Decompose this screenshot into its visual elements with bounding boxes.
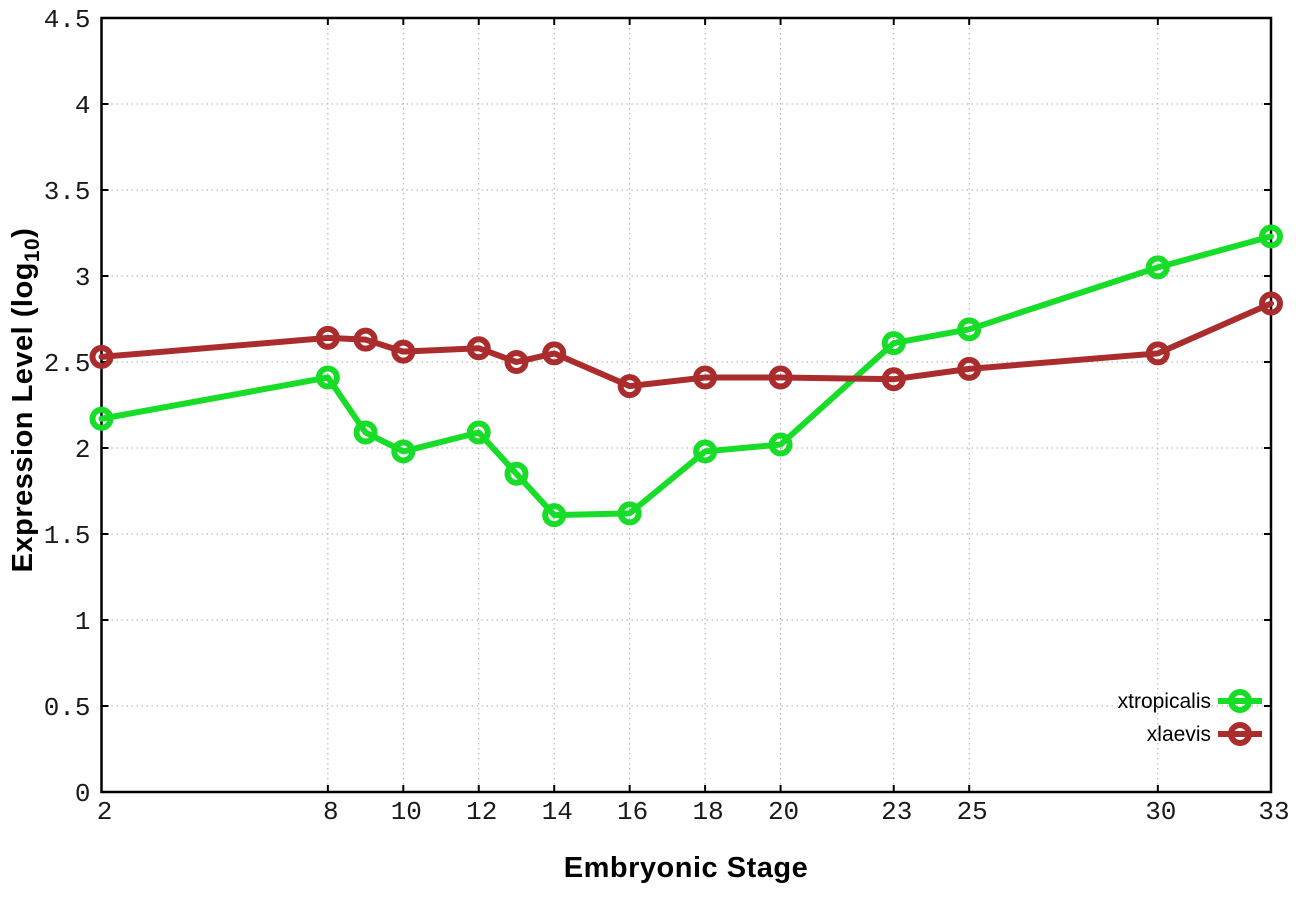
marker-xtropicalis: [315, 365, 340, 390]
y-tick-label: 3: [75, 263, 91, 293]
marker-xtropicalis: [391, 439, 416, 464]
marker-xtropicalis: [89, 406, 114, 431]
marker-xtropicalis: [1259, 224, 1283, 249]
x-tick-label: 25: [957, 797, 988, 827]
legend-label-xlaevis: xlaevis: [1147, 723, 1211, 746]
marker-xlaevis: [768, 365, 793, 390]
marker-xtropicalis: [693, 439, 718, 464]
x-tick-label: 14: [542, 797, 573, 827]
marker-xtropicalis: [881, 331, 906, 356]
y-tick-label: 2: [75, 435, 91, 465]
x-tick-label: 18: [693, 797, 724, 827]
y-axis-title-suffix: ): [7, 227, 40, 238]
x-tick-label: 10: [391, 797, 422, 827]
marker-xtropicalis: [466, 420, 491, 445]
x-tick-label: 23: [881, 797, 912, 827]
y-axis-title: Expression Level (log10): [7, 228, 45, 573]
marker-xtropicalis: [504, 461, 529, 486]
marker-xlaevis: [542, 341, 567, 366]
x-tick-label: 20: [768, 797, 799, 827]
y-tick-label: 4.5: [44, 5, 91, 35]
y-tick-label: 2.5: [44, 349, 91, 379]
marker-xlaevis: [1259, 291, 1283, 316]
marker-xlaevis: [1145, 341, 1170, 366]
marker-xtropicalis: [353, 420, 378, 445]
marker-xlaevis: [89, 344, 114, 369]
y-tick-label: 0.5: [44, 693, 91, 723]
legend-label-xtropicalis: xtropicalis: [1118, 690, 1211, 713]
legend-marker-xtropicalis: [1228, 689, 1252, 713]
plot-border: [100, 16, 1273, 794]
marker-xlaevis: [504, 350, 529, 374]
series-line-xlaevis: [98, 300, 1274, 390]
y-tick-label: 4: [75, 91, 91, 121]
series-line-xtropicalis: [98, 233, 1274, 519]
x-tick-label: 12: [466, 797, 497, 827]
marker-xlaevis: [391, 339, 416, 364]
x-tick-label: 30: [1145, 797, 1176, 827]
marker-xtropicalis: [617, 501, 642, 526]
marker-xlaevis: [693, 365, 718, 390]
marker-xlaevis: [957, 356, 982, 381]
marker-xlaevis: [353, 327, 378, 352]
marker-xlaevis: [881, 367, 906, 392]
marker-xtropicalis: [957, 317, 982, 342]
x-tick-label: 2: [97, 797, 113, 827]
marker-xtropicalis: [1145, 255, 1170, 280]
y-axis-title-text: Expression Level (log: [7, 262, 40, 573]
x-tick-label: 33: [1258, 797, 1289, 827]
y-tick-label: 3.5: [44, 177, 91, 207]
marker-xlaevis: [466, 336, 491, 361]
y-axis-title-subscript: 10: [20, 237, 44, 263]
marker-xtropicalis: [768, 432, 793, 457]
y-tick-label: 1.5: [44, 521, 91, 551]
marker-xlaevis: [617, 374, 642, 399]
x-tick-label: 16: [617, 797, 648, 827]
marker-xtropicalis: [542, 503, 567, 528]
y-tick-label: 0: [75, 779, 91, 809]
x-tick-label: 8: [323, 797, 339, 827]
x-axis-title: Embryonic Stage: [563, 852, 809, 884]
y-tick-label: 1: [75, 607, 91, 637]
marker-xlaevis: [315, 325, 340, 350]
legend-marker-xlaevis: [1228, 722, 1252, 746]
